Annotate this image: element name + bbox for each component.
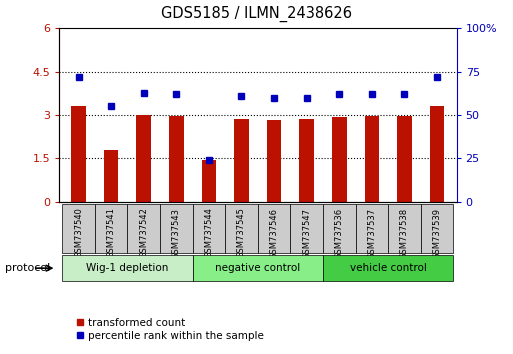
Bar: [388, 204, 421, 253]
Bar: [290, 204, 323, 253]
Text: GSM737539: GSM737539: [432, 207, 442, 258]
Bar: [71, 107, 86, 202]
Text: GSM737536: GSM737536: [335, 207, 344, 259]
Bar: [127, 204, 160, 253]
Bar: [234, 119, 249, 202]
Bar: [430, 107, 444, 202]
Bar: [421, 204, 453, 253]
Text: Wig-1 depletion: Wig-1 depletion: [86, 263, 169, 273]
Bar: [192, 204, 225, 253]
Bar: [202, 160, 216, 202]
Bar: [104, 150, 119, 202]
Text: GSM737540: GSM737540: [74, 207, 83, 258]
Text: GDS5185 / ILMN_2438626: GDS5185 / ILMN_2438626: [161, 5, 352, 22]
Bar: [225, 204, 258, 253]
Text: GSM737547: GSM737547: [302, 207, 311, 258]
Bar: [397, 116, 412, 202]
Bar: [365, 116, 379, 202]
Bar: [160, 204, 192, 253]
Bar: [323, 204, 356, 253]
Bar: [299, 119, 314, 202]
Bar: [62, 255, 192, 281]
Bar: [323, 255, 453, 281]
Bar: [136, 115, 151, 202]
Bar: [62, 204, 95, 253]
Bar: [356, 204, 388, 253]
Bar: [258, 204, 290, 253]
Bar: [95, 204, 127, 253]
Text: GSM737544: GSM737544: [204, 207, 213, 258]
Text: negative control: negative control: [215, 263, 301, 273]
Text: GSM737545: GSM737545: [237, 207, 246, 258]
Bar: [332, 118, 347, 202]
Text: GSM737537: GSM737537: [367, 207, 377, 259]
Text: GSM737538: GSM737538: [400, 207, 409, 259]
Bar: [267, 120, 282, 202]
Text: GSM737543: GSM737543: [172, 207, 181, 258]
Legend: transformed count, percentile rank within the sample: transformed count, percentile rank withi…: [72, 314, 268, 345]
Bar: [169, 116, 184, 202]
Text: GSM737541: GSM737541: [107, 207, 115, 258]
Text: GSM737546: GSM737546: [269, 207, 279, 258]
Text: vehicle control: vehicle control: [350, 263, 427, 273]
Bar: [192, 255, 323, 281]
Text: GSM737542: GSM737542: [139, 207, 148, 258]
Text: protocol: protocol: [5, 263, 50, 273]
